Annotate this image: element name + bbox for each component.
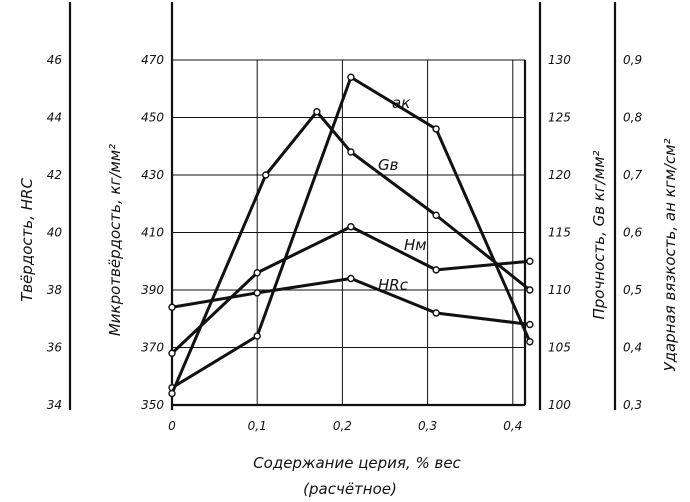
y-tick-label-hrc: 44 [47,111,62,125]
series-labels: aк Gв Hм HRc [378,94,427,294]
y-tick-label-strength: 130 [548,53,571,67]
axes [68,2,617,410]
data-point [526,286,534,294]
data-point [168,303,176,311]
y-tick-label-hrc: 38 [47,283,63,297]
y-tick-label-micro: 430 [141,168,164,182]
data-point [168,349,176,357]
y-tick-label-strength: 110 [548,283,571,297]
data-point [347,73,355,81]
x-tick-label: 0 [168,419,176,433]
axis-labels: Содержание церия, % вес (расчётное) Твёр… [18,138,679,498]
series-line-1 [170,110,531,395]
y-tick-label-strength: 115 [548,226,571,240]
y-tick-label-micro: 410 [141,226,164,240]
data-point [262,171,270,179]
y-tick-label-strength: 120 [548,168,571,182]
y-tick-label-strength: 105 [548,341,571,355]
data-point [432,309,440,317]
y-tick-label-micro: 390 [141,283,164,297]
data-point [253,289,261,297]
y-tick-label-strength: 100 [548,398,571,412]
y-axis-label-strength: Прочность, Gв кг/мм² [590,150,608,319]
y-tick-label-impact: 0,6 [623,226,642,240]
x-tick-label: 0,3 [418,419,437,433]
data-point [526,320,534,329]
data-point [168,389,176,398]
data-point [313,108,321,116]
y-tick-label-micro: 370 [141,341,164,355]
y-tick-label-hrc: 46 [47,53,63,67]
data-point [526,257,534,265]
series-label-hrc: HRc [378,276,409,294]
series-lines [168,73,534,398]
y-axis-label-impact: Ударная вязкость, aн кгм/см² [661,138,679,371]
x-tick-label: 0,4 [503,419,522,433]
y-tick-label-micro: 350 [141,398,164,412]
y-tick-label-hrc: 40 [47,226,63,240]
y-axis-label-micro: Микротвёрдость, кг/мм² [106,144,124,336]
y-tick-label-impact: 0,4 [623,341,642,355]
x-axis-label: Содержание церия, % вес [253,454,461,472]
y-tick-label-impact: 0,3 [623,398,642,412]
x-tick-label: 0,1 [248,419,267,433]
data-point [432,266,440,274]
data-point [432,125,440,133]
data-point [347,223,355,231]
y-tick-label-hrc: 34 [47,398,62,412]
x-tick-label: 0,2 [333,419,352,433]
data-point [347,148,355,156]
y-tick-label-impact: 0,8 [623,111,642,125]
tick-labels: 0 0,1 0,2 0,3 0,4 34 36 38 40 42 44 46 350 370 390 410 4… [47,53,643,433]
y-tick-label-micro: 470 [141,53,164,67]
data-point [347,274,355,283]
data-point [432,211,440,219]
y-tick-label-hrc: 42 [47,168,62,182]
y-tick-label-micro: 450 [141,111,164,125]
y-tick-label-impact: 0,5 [623,283,642,297]
data-point [526,338,534,346]
grid [172,59,525,406]
data-point [253,269,261,277]
series-label-hm: Hм [404,236,427,254]
y-tick-label-impact: 0,9 [623,53,642,67]
series-label-gb: Gв [378,156,399,174]
x-axis-label-secondary: (расчётное) [303,480,397,498]
y-tick-label-impact: 0,7 [623,168,642,182]
data-point [253,332,261,340]
y-axis-label-hrc: Твёрдость, HRC [18,178,36,302]
series-label-ak: aк [392,94,410,112]
y-tick-label-hrc: 36 [47,341,63,355]
y-tick-label-strength: 125 [548,111,571,125]
